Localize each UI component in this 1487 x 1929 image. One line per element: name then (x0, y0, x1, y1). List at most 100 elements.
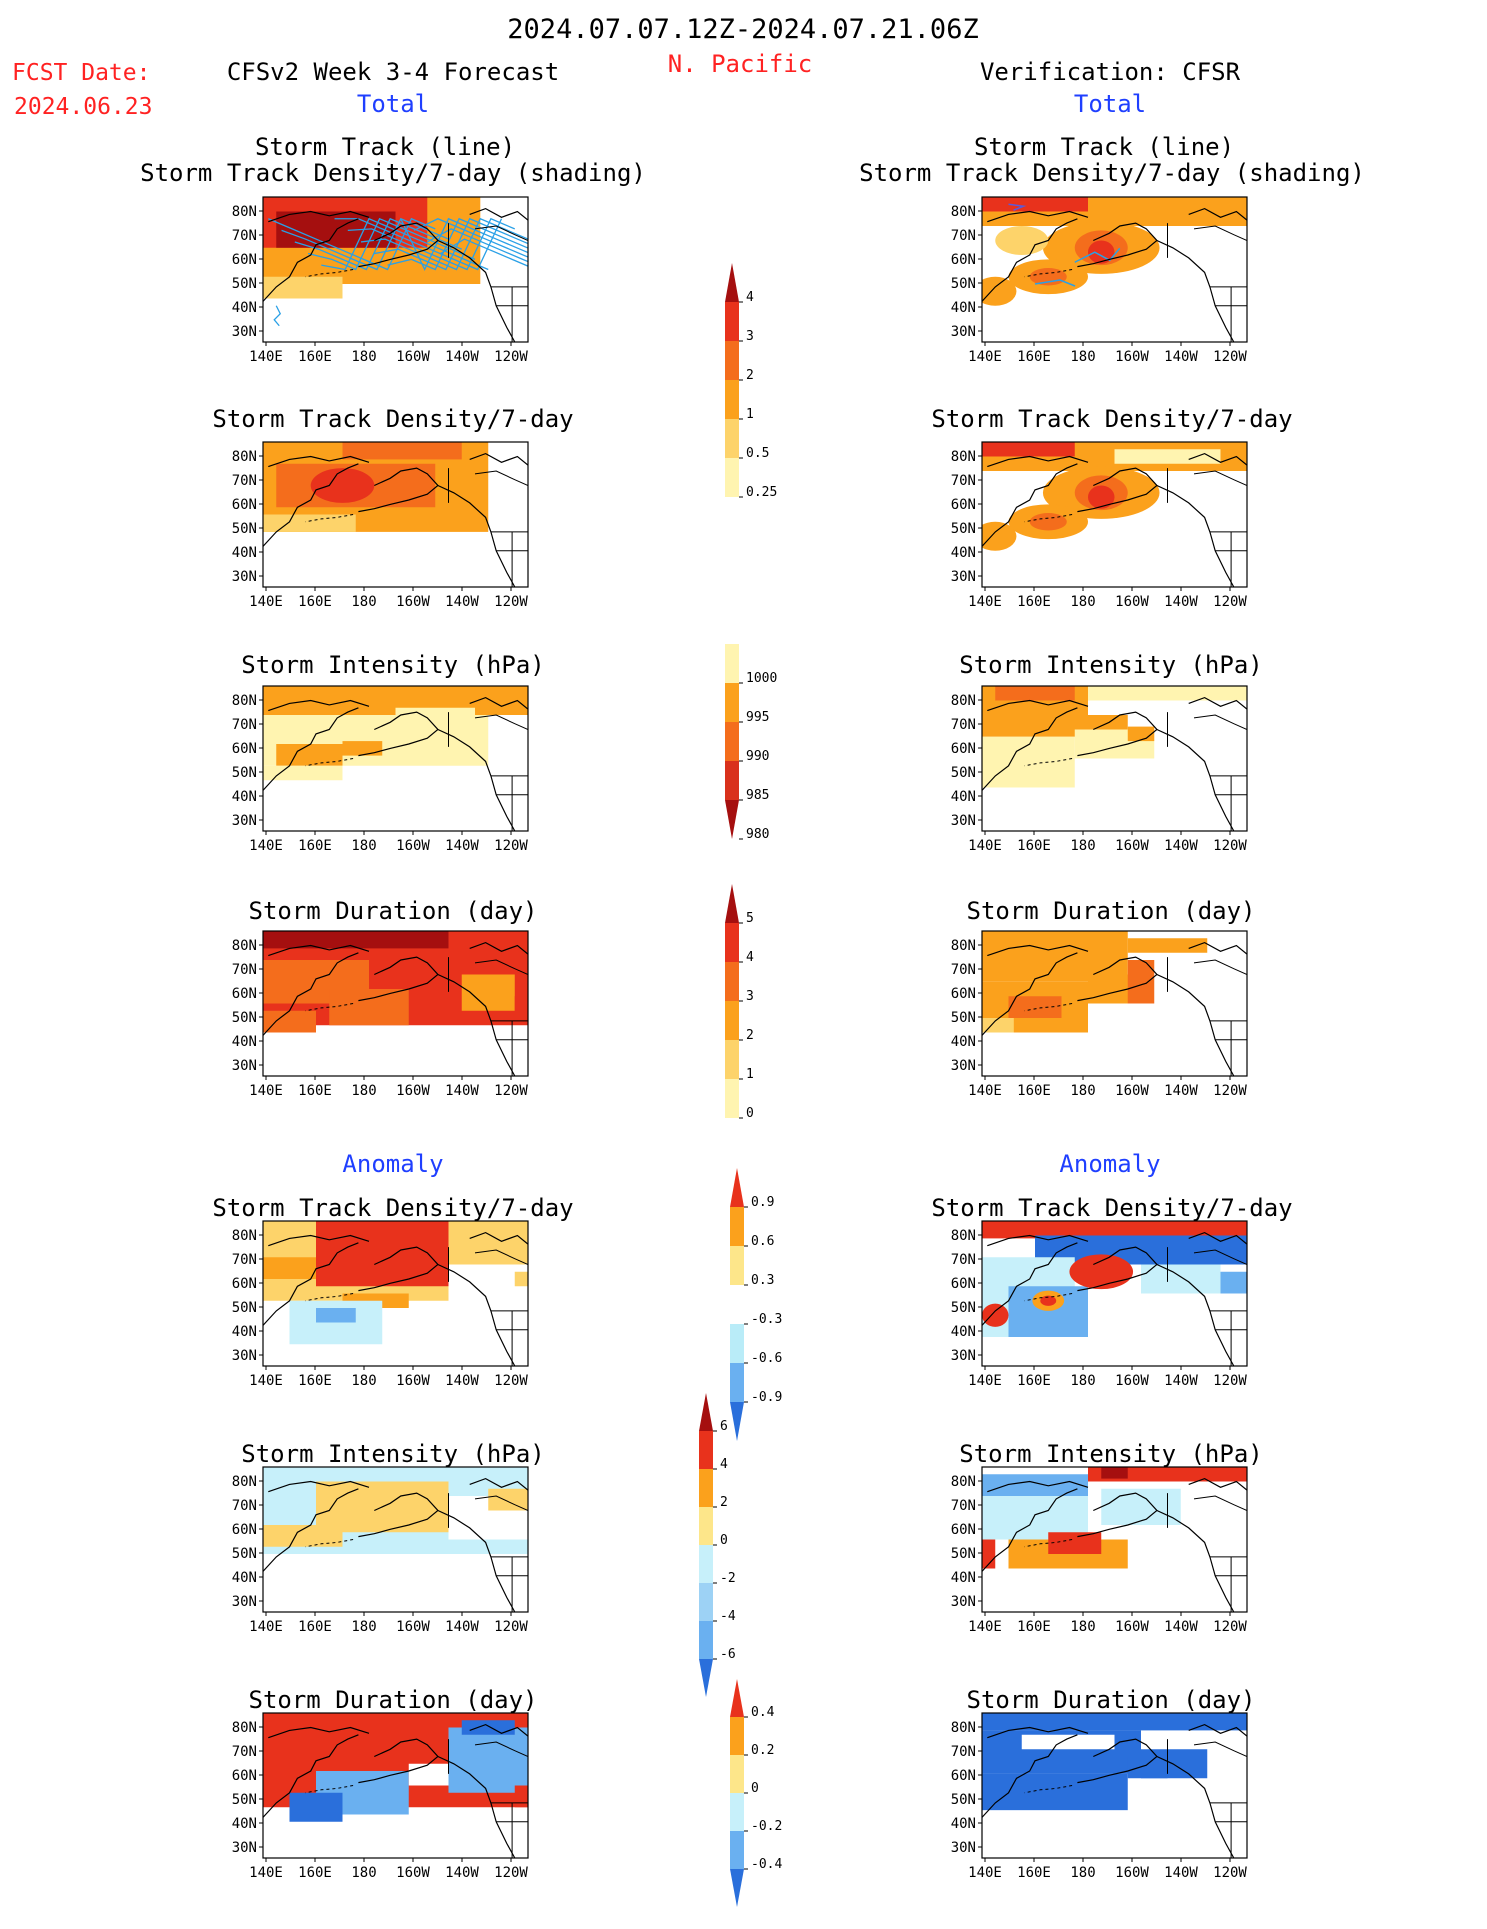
colorbar-swatch (730, 1869, 744, 1907)
left-density-title: Storm Track Density/7-day (212, 405, 573, 433)
x-tick-label: 160W (1115, 1373, 1149, 1389)
map-field (982, 686, 1247, 831)
right-anom-density-map: 80N 70N 60N 50N 40N 30N 140E 160E 180 160W 140W 120… (951, 1220, 1248, 1389)
colorbars: 43210.50.2510009959909859805432100.90.60… (699, 263, 782, 1907)
x-tick-label: 140W (1164, 1619, 1198, 1635)
left-storm-track-map: 80N 70N 60N 50N 40N 30N 140E 160E 180 160W 140W 120… (232, 196, 529, 365)
x-tick-label: 140W (1164, 1865, 1198, 1881)
x-tick-label: 120W (1213, 1619, 1247, 1635)
left-anom-duration-map: 80N 70N 60N 50N 40N 30N 140E 160E 180 160W 140W 120… (232, 1712, 529, 1881)
colorbar-swatch (725, 644, 739, 683)
left-anomaly-label: Anomaly (342, 1150, 443, 1178)
x-tick-label: 180 (1070, 349, 1095, 365)
y-tick-label: 60N (951, 1276, 976, 1292)
colorbar-label: 0 (751, 1781, 759, 1796)
colorbar-swatch (699, 1583, 713, 1621)
colorbar-swatch (725, 761, 739, 800)
colorbar-anom-duration: 0.4 0.2 0 -0.2 -0.4 (730, 1679, 782, 1907)
left-anom-duration-title: Storm Duration (day) (249, 1686, 538, 1714)
x-tick-label: 160W (1115, 1865, 1149, 1881)
x-tick-label: 140W (445, 349, 479, 365)
y-tick-label: 70N (232, 473, 257, 489)
x-tick-label: 160E (1017, 349, 1051, 365)
x-tick-label: 180 (351, 1083, 376, 1099)
colorbar-label: -2 (720, 1571, 736, 1586)
x-tick-label: 140W (445, 1619, 479, 1635)
colorbar-label: 2 (720, 1495, 728, 1510)
right-anom-density-title: Storm Track Density/7-day (931, 1194, 1292, 1222)
right-density-map: 80N 70N 60N 50N 40N 30N 140E 160E 180 160W 140W 120… (951, 441, 1248, 610)
y-tick-label: 60N (951, 497, 976, 513)
colorbar-swatch (725, 458, 739, 497)
x-tick-label: 180 (351, 594, 376, 610)
colorbar-swatch (725, 263, 739, 302)
map-field (982, 1713, 1247, 1858)
colorbar-label: 1000 (746, 671, 777, 686)
y-tick-label: 70N (232, 1252, 257, 1268)
y-tick-label: 30N (232, 1058, 257, 1074)
y-tick-label: 50N (232, 276, 257, 292)
y-tick-label: 60N (232, 497, 257, 513)
x-tick-label: 120W (494, 1373, 528, 1389)
x-tick-label: 140E (249, 838, 283, 854)
colorbar-swatch (725, 380, 739, 419)
x-tick-label: 140E (968, 594, 1002, 610)
x-tick-label: 140E (249, 1373, 283, 1389)
right-anomaly-label: Anomaly (1059, 1150, 1160, 1178)
x-tick-label: 160E (1017, 594, 1051, 610)
map-field (982, 1221, 1247, 1366)
y-tick-label: 80N (951, 938, 976, 954)
x-tick-label: 140E (968, 1865, 1002, 1881)
right-anom-intensity-title: Storm Intensity (hPa) (959, 1440, 1262, 1468)
x-tick-label: 140E (249, 1865, 283, 1881)
colorbar-swatch (725, 962, 739, 1001)
colorbar-label: 5 (746, 911, 754, 926)
y-tick-label: 60N (951, 1522, 976, 1538)
x-tick-label: 140W (445, 1373, 479, 1389)
storm-track-line (400, 217, 528, 272)
x-tick-label: 160W (396, 1083, 430, 1099)
colorbar-label: 1 (746, 1067, 754, 1082)
y-tick-label: 50N (951, 1792, 976, 1808)
x-tick-label: 180 (351, 1619, 376, 1635)
storm-track-line (440, 238, 528, 267)
colorbar-label: 0.3 (751, 1273, 774, 1288)
right-column-title: Verification: CFSR (980, 58, 1241, 86)
y-tick-label: 80N (232, 204, 257, 220)
y-tick-label: 60N (232, 1276, 257, 1292)
map-field (263, 1713, 528, 1858)
y-tick-label: 60N (232, 986, 257, 1002)
right-duration-map: 80N 70N 60N 50N 40N 30N 140E 160E 180 160W 140W 120… (951, 930, 1248, 1099)
map-field (263, 686, 528, 831)
x-tick-label: 160E (1017, 1373, 1051, 1389)
y-tick-label: 60N (951, 986, 976, 1002)
right-storm-track-map: 80N 70N 60N 50N 40N 30N 140E 160E 180 160W 140W 120… (951, 196, 1248, 365)
colorbar-label: 0.6 (751, 1234, 774, 1249)
y-tick-label: 40N (232, 1570, 257, 1586)
y-tick-label: 50N (951, 1010, 976, 1026)
y-tick-label: 70N (232, 717, 257, 733)
y-tick-label: 30N (232, 324, 257, 340)
y-tick-label: 30N (232, 1348, 257, 1364)
y-tick-label: 40N (951, 1324, 976, 1340)
colorbar-swatch (730, 1363, 744, 1402)
colorbar-label: 2 (746, 368, 754, 383)
y-tick-label: 50N (951, 521, 976, 537)
colorbar-swatch (725, 923, 739, 962)
x-tick-label: 160E (298, 1083, 332, 1099)
x-tick-label: 140W (445, 838, 479, 854)
x-tick-label: 140E (968, 1083, 1002, 1099)
colorbar-swatch (699, 1431, 713, 1469)
colorbar-swatch (699, 1507, 713, 1545)
colorbar-label: -0.2 (751, 1819, 782, 1834)
colorbar-swatch (699, 1545, 713, 1583)
storm-track-line (273, 305, 282, 327)
x-tick-label: 160E (298, 1619, 332, 1635)
colorbar-label: -0.6 (751, 1351, 782, 1366)
colorbar-anom-density: 0.9 0.6 0.3 -0.3 -0.6 -0.9 (730, 1168, 782, 1441)
colorbar-swatch (725, 1001, 739, 1040)
y-tick-label: 80N (232, 1228, 257, 1244)
colorbar-label: 4 (720, 1457, 728, 1472)
map-field (982, 197, 1247, 342)
x-tick-label: 120W (494, 594, 528, 610)
